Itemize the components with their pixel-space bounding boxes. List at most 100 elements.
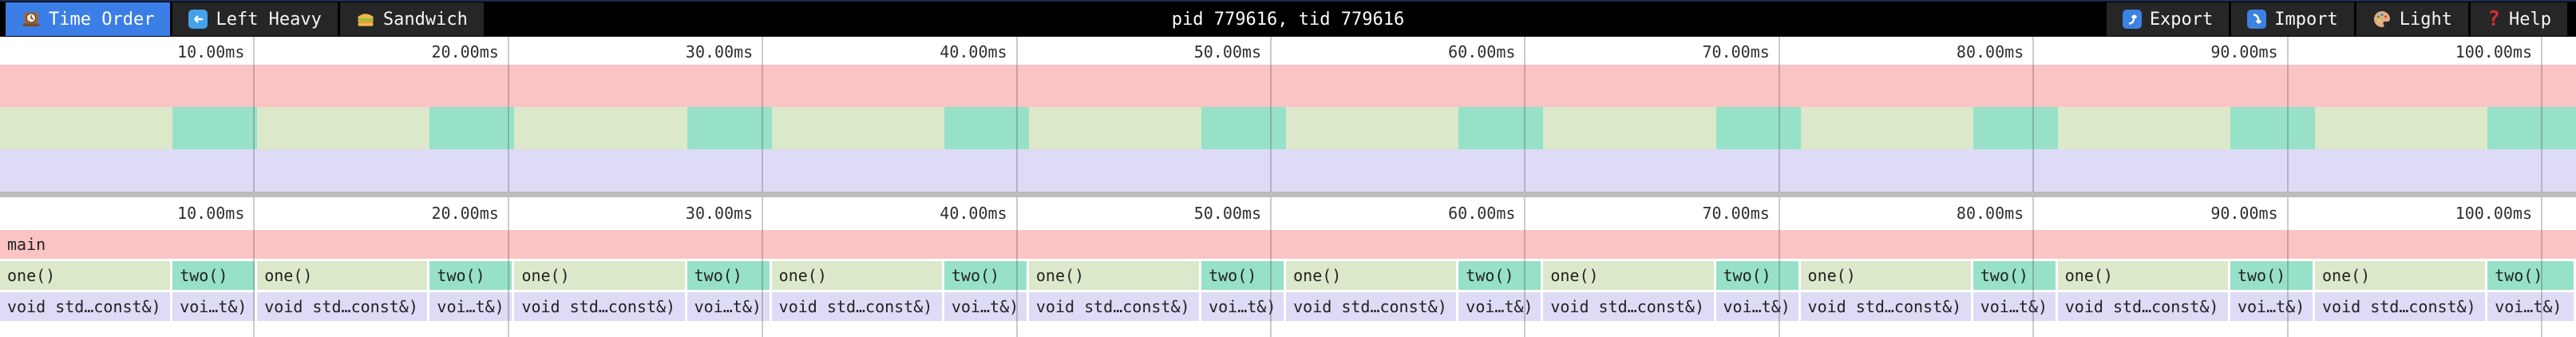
frame-main[interactable]: main	[0, 230, 2576, 259]
tab-left-heavy[interactable]: Left Heavy	[172, 2, 338, 36]
frame-one[interactable]: one()	[2315, 261, 2488, 290]
frame-child[interactable]: void std…const&)	[514, 292, 687, 321]
minimap-two-segment[interactable]	[429, 107, 515, 149]
frame-child[interactable]: voi…t&)	[429, 292, 515, 321]
palette-icon	[2372, 10, 2392, 29]
minimap-two-segment[interactable]	[1973, 107, 2058, 149]
theme-toggle-button[interactable]: Light	[2356, 2, 2469, 36]
ruler-tick-label: 40.00ms	[940, 204, 1007, 223]
export-icon	[2122, 10, 2142, 29]
frame-child[interactable]: voi…t&)	[172, 292, 258, 321]
minimap-two-segment[interactable]	[1715, 107, 1801, 149]
minimap-band-depth2[interactable]	[0, 149, 2576, 192]
ruler-tick-label: 50.00ms	[1193, 42, 1261, 61]
minimap-two-segment[interactable]	[944, 107, 1029, 149]
frame-child[interactable]: void std…const&)	[2057, 292, 2230, 321]
frame-child[interactable]: void std…const&)	[1800, 292, 1973, 321]
frame-child[interactable]: void std…const&)	[771, 292, 944, 321]
minimap-band-depth1[interactable]	[0, 107, 2576, 149]
frame-child[interactable]: voi…t&)	[687, 292, 772, 321]
flame-row-root: main	[0, 230, 2576, 259]
ruler-tick-label: 40.00ms	[940, 42, 1007, 61]
flamegraph[interactable]: main one() two() one() two() one() two() one()…	[0, 197, 2576, 337]
minimap-two-segment[interactable]	[2487, 107, 2576, 149]
minimap-two-segment[interactable]	[172, 107, 258, 149]
frame-one[interactable]: one()	[1543, 261, 1716, 290]
frame-child[interactable]: voi…t&)	[1973, 292, 2058, 321]
help-button[interactable]: ? Help	[2471, 2, 2567, 36]
question-icon: ?	[2487, 7, 2500, 31]
frame-two[interactable]: two()	[687, 261, 772, 290]
minimap-two-segment[interactable]	[1458, 107, 1544, 149]
frame-one[interactable]: one()	[0, 261, 173, 290]
ruler-tick-label: 70.00ms	[1702, 204, 1770, 223]
view-tabs: Time Order Left Heavy Sandwich	[6, 2, 486, 36]
toolbar-actions: Export Import Light ? Help	[2106, 2, 2570, 36]
minimap-two-segment[interactable]	[2230, 107, 2315, 149]
frame-child[interactable]: void std…const&)	[257, 292, 430, 321]
frame-child[interactable]: voi…t&)	[1715, 292, 1801, 321]
ruler-tick-label: 50.00ms	[1193, 204, 1261, 223]
clock-icon	[22, 10, 41, 29]
ruler-tick-label: 20.00ms	[431, 42, 499, 61]
frame-child[interactable]: voi…t&)	[2230, 292, 2315, 321]
left-arrow-icon	[188, 10, 208, 29]
export-button[interactable]: Export	[2106, 2, 2230, 36]
frame-one[interactable]: one()	[1286, 261, 1459, 290]
flame-row-depth1: one() two() one() two() one() two() one() two()…	[0, 261, 2576, 290]
ruler-tick-label: 60.00ms	[1448, 204, 1516, 223]
ruler-tick-label: 90.00ms	[2210, 42, 2278, 61]
frame-two[interactable]: two()	[1201, 261, 1287, 290]
frame-child[interactable]: voi…t&)	[944, 292, 1029, 321]
ruler-tick-label: 80.00ms	[1956, 204, 2024, 223]
ruler-tick-label: 100.00ms	[2455, 204, 2533, 223]
flame-row-depth2: void std…const&) voi…t&) void std…const&) v…	[0, 292, 2576, 321]
import-button[interactable]: Import	[2231, 2, 2354, 36]
ruler-tick-label: 10.00ms	[177, 42, 245, 61]
frame-child[interactable]: void std…const&)	[1286, 292, 1459, 321]
frame-two[interactable]: two()	[944, 261, 1029, 290]
frame-one[interactable]: one()	[514, 261, 687, 290]
minimap-divider	[0, 192, 2576, 197]
frame-child[interactable]: void std…const&)	[1543, 292, 1716, 321]
frame-child[interactable]: void std…const&)	[2315, 292, 2488, 321]
minimap-two-segment[interactable]	[1201, 107, 1287, 149]
ruler-tick-label: 70.00ms	[1702, 42, 1770, 61]
ruler-tick-label: 60.00ms	[1448, 42, 1516, 61]
ruler-tick-label: 90.00ms	[2210, 204, 2278, 223]
frame-one[interactable]: one()	[1028, 261, 1202, 290]
frame-one[interactable]: one()	[771, 261, 944, 290]
frame-two[interactable]: two()	[1715, 261, 1801, 290]
minimap[interactable]: 10.00ms 20.00ms 30.00ms 40.00ms 50.00ms 60.00…	[0, 37, 2576, 192]
frame-two[interactable]: two()	[2230, 261, 2315, 290]
tab-sandwich[interactable]: Sandwich	[339, 2, 484, 36]
minimap-two-segment[interactable]	[687, 107, 772, 149]
tab-label: Time Order	[49, 9, 155, 30]
frame-child[interactable]: void std…const&)	[0, 292, 173, 321]
action-label: Export	[2149, 9, 2214, 30]
toolbar: Time Order Left Heavy Sandwich pid 77961…	[0, 0, 2576, 37]
ruler-tick-label: 100.00ms	[2455, 42, 2533, 61]
frame-one[interactable]: one()	[257, 261, 430, 290]
action-label: Help	[2509, 9, 2551, 30]
frame-two[interactable]: two()	[2487, 261, 2576, 290]
frame-child[interactable]: voi…t&)	[1458, 292, 1544, 321]
ruler-tick-label: 20.00ms	[431, 204, 499, 223]
import-icon	[2247, 10, 2267, 29]
frame-one[interactable]: one()	[1800, 261, 1973, 290]
minimap-band-main[interactable]	[0, 65, 2576, 107]
frame-two[interactable]: two()	[1973, 261, 2058, 290]
ruler-tick-label: 10.00ms	[177, 204, 245, 223]
tab-label: Sandwich	[382, 9, 468, 30]
frame-two[interactable]: two()	[1458, 261, 1544, 290]
frame-two[interactable]: two()	[172, 261, 258, 290]
frame-two[interactable]: two()	[429, 261, 515, 290]
frame-one[interactable]: one()	[2057, 261, 2230, 290]
action-label: Light	[2399, 9, 2453, 30]
tab-time-order[interactable]: Time Order	[6, 2, 171, 36]
action-label: Import	[2274, 9, 2338, 30]
frame-child[interactable]: void std…const&)	[1028, 292, 1202, 321]
frame-child[interactable]: voi…t&)	[1201, 292, 1287, 321]
frame-child[interactable]: voi…t&)	[2487, 292, 2576, 321]
